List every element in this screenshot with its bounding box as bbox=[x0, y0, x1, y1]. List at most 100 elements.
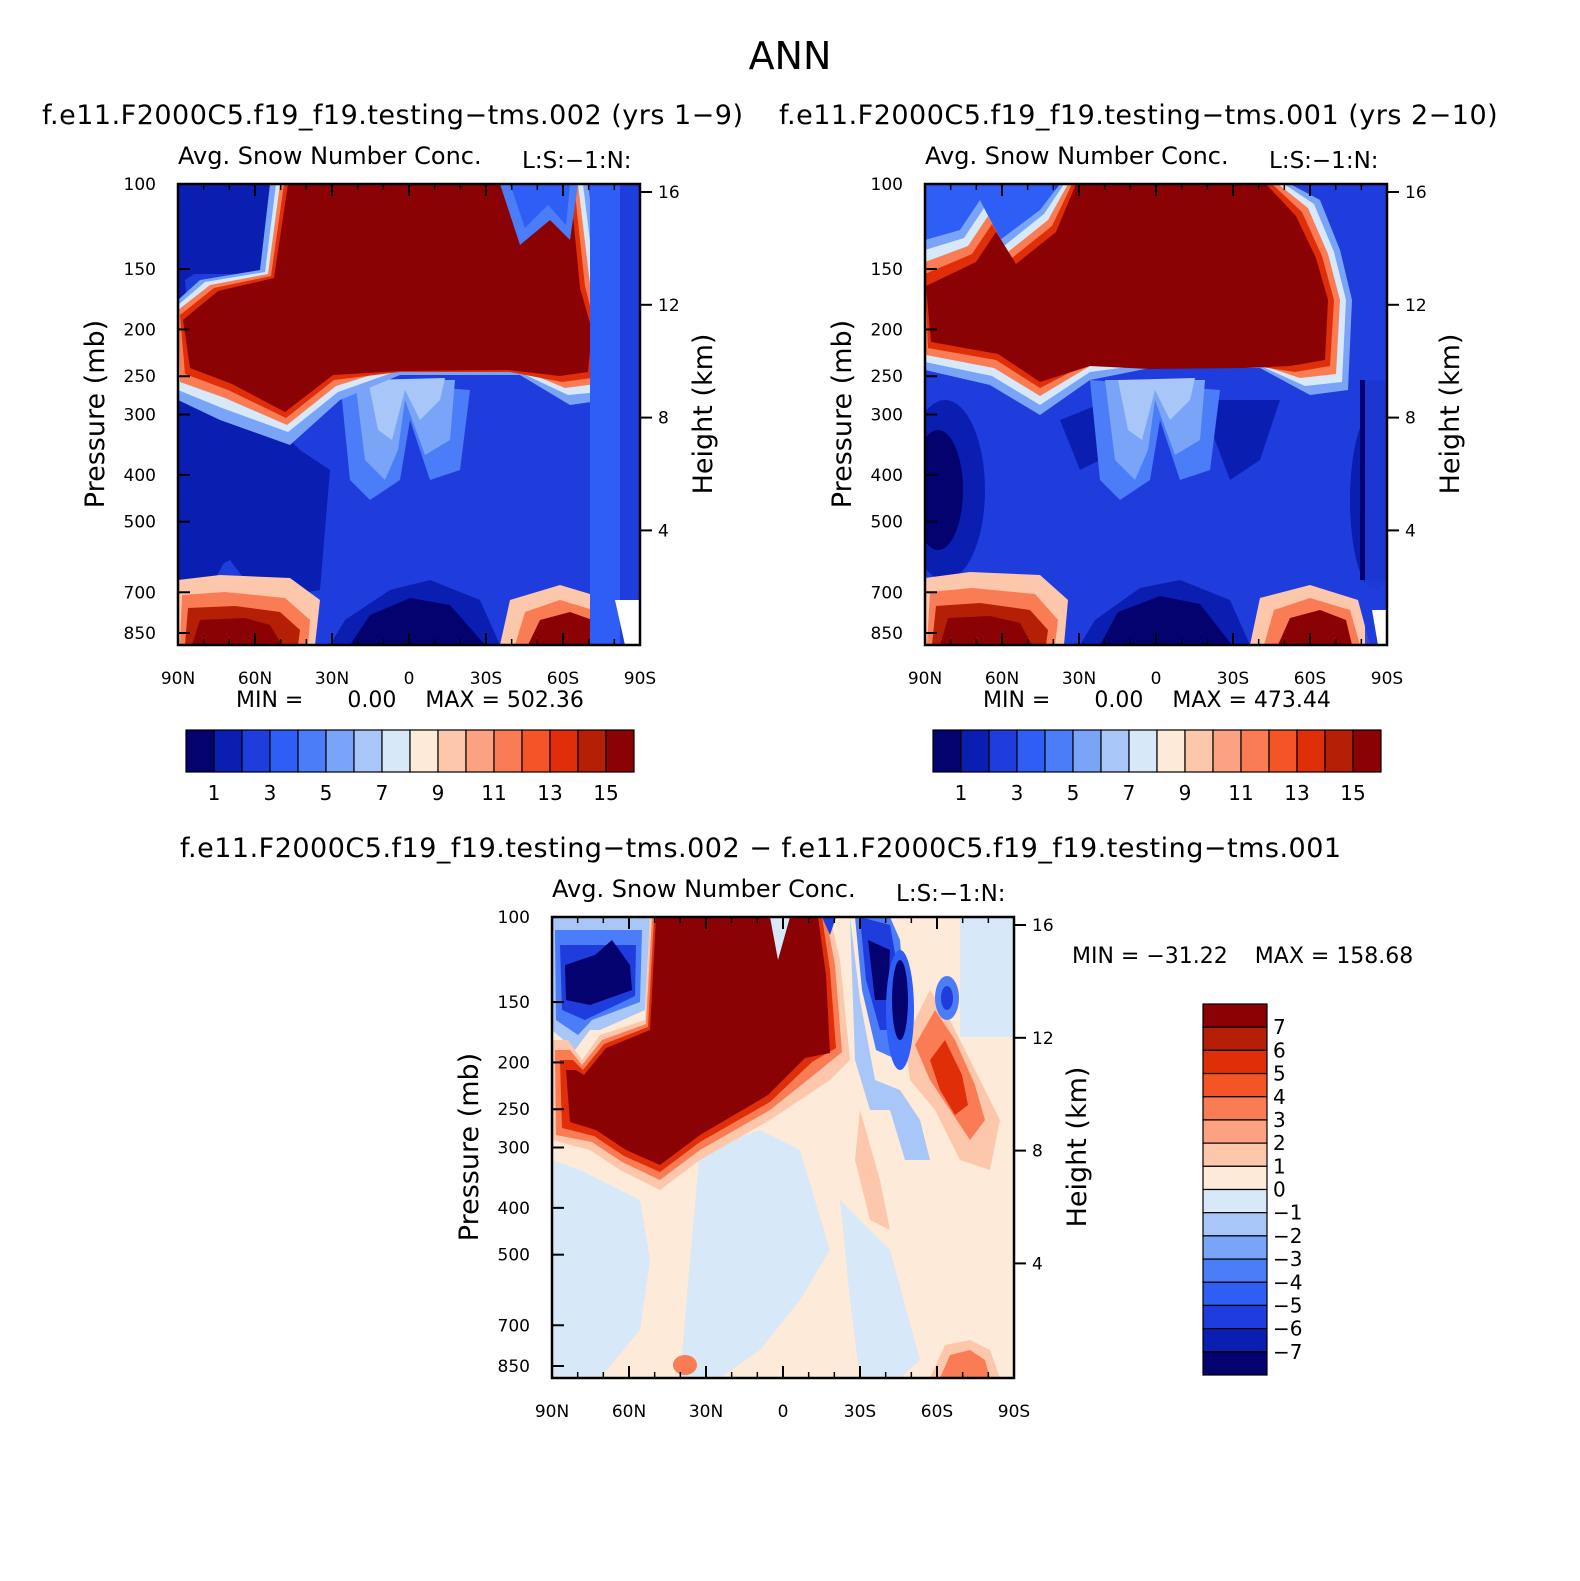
x-tick-label-p2-5: 60S bbox=[1294, 669, 1326, 689]
x-tick-label-diff-0: 90N bbox=[535, 1402, 569, 1422]
y-tick-label-p2-3: 250 bbox=[871, 367, 903, 387]
colorbar-box-diff-5 bbox=[1202, 1119, 1268, 1144]
max-label-1: MAX = bbox=[425, 688, 500, 713]
colorbar-label-diff-10: −3 bbox=[1273, 1247, 1302, 1271]
x-tick-label-p2-3: 0 bbox=[1151, 669, 1162, 689]
colorbar-label-p2-0: 1 bbox=[955, 781, 968, 805]
max-label-diff: MAX = bbox=[1254, 944, 1330, 969]
x-tick-label-p2-0: 90N bbox=[908, 669, 942, 689]
x-tick-label-diff-6: 90S bbox=[998, 1402, 1030, 1422]
y-tick-label-p2-1: 150 bbox=[871, 260, 903, 280]
y-tick-label-p1-4: 300 bbox=[124, 406, 156, 426]
colorbar-box-diff-13 bbox=[1202, 1304, 1268, 1330]
y2-tick-label-p2-0: 16 bbox=[1405, 183, 1427, 203]
y-tick-label-diff-4: 300 bbox=[498, 1139, 530, 1159]
y-tick-label-p1-1: 150 bbox=[124, 260, 156, 280]
contour-field-1 bbox=[178, 184, 640, 645]
y-tick-label-p2-2: 200 bbox=[871, 320, 903, 340]
colorbar-box-p1-15 bbox=[605, 729, 635, 773]
colorbar-label-p2-7: 15 bbox=[1340, 781, 1365, 805]
x-tick-label-p1-1: 60N bbox=[238, 669, 272, 689]
colorbar-box-p2-8 bbox=[1156, 729, 1186, 773]
contour-field-2 bbox=[925, 184, 1387, 645]
y-tick-label-diff-7: 700 bbox=[498, 1316, 530, 1336]
y-tick-label-diff-8: 850 bbox=[498, 1357, 530, 1377]
y2-tick-label-diff-0: 16 bbox=[1032, 916, 1054, 936]
colorbar-box-p1-5 bbox=[325, 729, 355, 773]
y2-tick-label-p1-0: 16 bbox=[658, 183, 680, 203]
colorbar-box-diff-7 bbox=[1202, 1165, 1268, 1191]
colorbar-box-diff-6 bbox=[1202, 1142, 1268, 1167]
colorbar-label-p1-6: 13 bbox=[537, 781, 562, 805]
min-max-diff: MIN = −31.22 MAX = 158.68 bbox=[1072, 944, 1413, 969]
min-label-2: MIN = bbox=[983, 688, 1051, 713]
units-label-diff: L:S:−1:N: bbox=[896, 881, 1006, 907]
colorbar-box-p2-4 bbox=[1044, 729, 1074, 773]
colorbar-label-diff-7: 0 bbox=[1273, 1178, 1286, 1202]
colorbar-label-diff-0: 7 bbox=[1273, 1015, 1286, 1039]
colorbar-label-diff-2: 5 bbox=[1273, 1062, 1286, 1086]
colorbar-label-diff-5: 2 bbox=[1273, 1131, 1286, 1155]
colorbar-box-p1-4 bbox=[297, 729, 327, 773]
case-title-diff: f.e11.F2000C5.f19_f19.testing−tms.002 − … bbox=[180, 833, 1342, 864]
colorbar-label-p2-6: 13 bbox=[1284, 781, 1309, 805]
colorbar-box-p1-0 bbox=[185, 729, 215, 773]
y2-tick-label-diff-1: 12 bbox=[1032, 1029, 1054, 1049]
y-tick-label-diff-2: 200 bbox=[498, 1053, 530, 1073]
panel-2: 90N 60N 30N 0 30S 60S 90S 100 150 200 250 300 400 500… bbox=[827, 175, 1466, 689]
colorbar-box-p2-5 bbox=[1072, 729, 1102, 773]
colorbar-label-p1-4: 9 bbox=[432, 781, 445, 805]
colorbar-label-diff-14: −7 bbox=[1273, 1340, 1302, 1364]
min-value-1: 0.00 bbox=[347, 688, 397, 713]
colorbar-1: 1 3 5 7 9 11 13 15 bbox=[185, 729, 635, 805]
y-tick-label-p2-0: 100 bbox=[871, 175, 903, 195]
case-title-2: f.e11.F2000C5.f19_f19.testing−tms.001 (y… bbox=[779, 100, 1499, 131]
ylabel-2: Pressure (mb) bbox=[827, 320, 858, 508]
y-tick-label-p1-7: 700 bbox=[124, 583, 156, 603]
panel-1: 90N 60N 30N 0 30S 60S 90S 100 150 200 250 300 400 500… bbox=[80, 175, 719, 689]
colorbar-box-p2-2 bbox=[988, 729, 1018, 773]
colorbar-box-diff-10 bbox=[1202, 1235, 1268, 1260]
y-tick-label-diff-1: 150 bbox=[498, 993, 530, 1013]
colorbar-box-p2-9 bbox=[1184, 729, 1214, 773]
colorbar-box-p1-7 bbox=[381, 729, 411, 773]
colorbar-label-diff-3: 4 bbox=[1273, 1085, 1286, 1109]
colorbar-box-p2-13 bbox=[1296, 729, 1326, 773]
colorbar-label-diff-8: −1 bbox=[1273, 1201, 1302, 1225]
colorbar-box-diff-2 bbox=[1202, 1049, 1268, 1075]
main-title: ANN bbox=[748, 34, 832, 78]
colorbar-box-p2-12 bbox=[1268, 729, 1298, 773]
y2-tick-label-p2-1: 12 bbox=[1405, 296, 1427, 316]
colorbar-box-p1-11 bbox=[493, 729, 523, 773]
colorbar-label-p1-7: 15 bbox=[593, 781, 618, 805]
colorbar-box-p1-10 bbox=[465, 729, 495, 773]
colorbar-box-p2-0 bbox=[932, 729, 962, 773]
y-tick-label-p1-6: 500 bbox=[124, 513, 156, 533]
colorbar-box-p2-3 bbox=[1016, 729, 1046, 773]
y-tick-label-diff-5: 400 bbox=[498, 1199, 530, 1219]
plot-title-2: Avg. Snow Number Conc. bbox=[925, 142, 1229, 170]
x-tick-label-p1-6: 90S bbox=[624, 669, 656, 689]
y2-tick-label-p1-3: 4 bbox=[658, 521, 669, 541]
colorbar-label-p1-3: 7 bbox=[376, 781, 389, 805]
max-value-diff: 158.68 bbox=[1336, 944, 1414, 969]
colorbar-label-diff-6: 1 bbox=[1273, 1154, 1286, 1178]
y-tick-label-diff-6: 500 bbox=[498, 1246, 530, 1266]
colorbar-box-p2-11 bbox=[1240, 729, 1270, 773]
x-tick-label-p1-4: 30S bbox=[470, 669, 502, 689]
colorbar-box-p1-3 bbox=[269, 729, 299, 773]
colorbar-box-p2-7 bbox=[1128, 729, 1158, 773]
colorbar-box-p1-8 bbox=[409, 729, 439, 773]
units-label-2: L:S:−1:N: bbox=[1269, 148, 1379, 174]
y2label-2: Height (km) bbox=[1435, 334, 1466, 495]
colorbar-box-p1-9 bbox=[437, 729, 467, 773]
colorbar-label-p2-4: 9 bbox=[1179, 781, 1192, 805]
x-tick-label-diff-1: 60N bbox=[612, 1402, 646, 1422]
colorbar-box-diff-15 bbox=[1202, 1351, 1268, 1376]
colorbar-box-diff-4 bbox=[1202, 1096, 1268, 1121]
min-label-diff: MIN = bbox=[1072, 944, 1140, 969]
colorbar-label-p1-0: 1 bbox=[208, 781, 221, 805]
colorbar-box-diff-9 bbox=[1202, 1212, 1268, 1237]
